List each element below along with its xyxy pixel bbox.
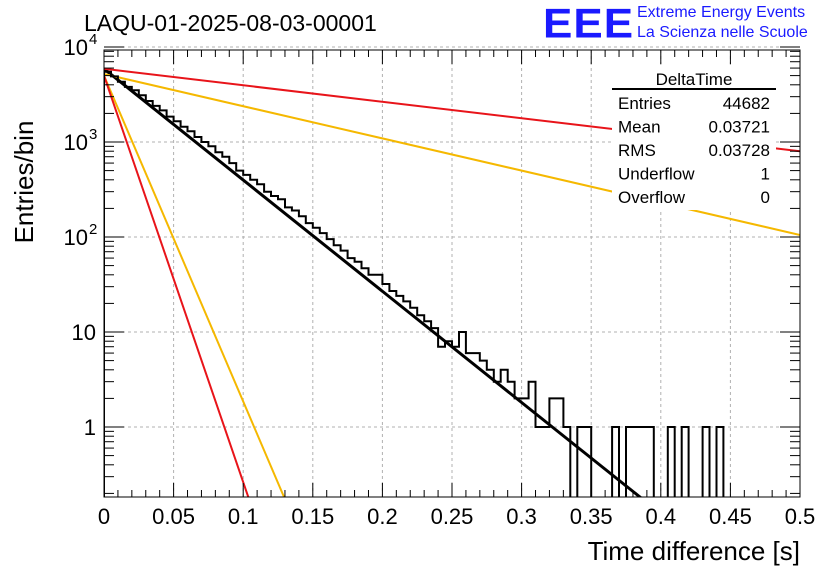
y-axis-label: Entries/bin bbox=[9, 121, 39, 244]
stats-value: 44682 bbox=[723, 94, 770, 113]
y-tick-exponent: 2 bbox=[89, 221, 97, 238]
stats-box-bg bbox=[612, 68, 776, 210]
stats-label: RMS bbox=[618, 141, 656, 160]
stats-value: 1 bbox=[761, 165, 770, 184]
logo-line-1: Extreme Energy Events bbox=[637, 4, 806, 21]
y-tick-label: 1 bbox=[84, 415, 96, 440]
histogram bbox=[104, 70, 725, 497]
red-fit-line bbox=[104, 75, 250, 497]
x-tick-label: 0.35 bbox=[570, 504, 613, 529]
eee-logo: EEE bbox=[543, 0, 635, 47]
x-tick-label: 0.2 bbox=[367, 504, 398, 529]
x-axis-label: Time difference [s] bbox=[588, 536, 800, 566]
x-tick-label: 0.3 bbox=[506, 504, 537, 529]
logo-line-2: La Scienza nelle Scuole bbox=[637, 24, 808, 41]
y-tick-label: 10 bbox=[64, 130, 88, 155]
y-tick-label: 10 bbox=[64, 225, 88, 250]
stats-label: Overflow bbox=[618, 188, 686, 207]
grid bbox=[104, 46, 800, 497]
stats-label: Mean bbox=[618, 118, 661, 137]
y-tick-exponent: 3 bbox=[89, 126, 97, 143]
y-tick-label: 10 bbox=[64, 35, 88, 60]
x-tick-label: 0.45 bbox=[709, 504, 752, 529]
x-tick-label: 0.5 bbox=[785, 504, 816, 529]
stats-label: Entries bbox=[618, 94, 671, 113]
stats-value: 0.03721 bbox=[709, 118, 770, 137]
orange-fit-line bbox=[104, 75, 286, 497]
x-tick-label: 0 bbox=[98, 504, 110, 529]
x-tick-label: 0.15 bbox=[291, 504, 334, 529]
y-tick-label: 10 bbox=[72, 320, 96, 345]
stats-box-title: DeltaTime bbox=[656, 70, 733, 89]
x-tick-label: 0.1 bbox=[228, 504, 259, 529]
black-fit-line bbox=[104, 67, 643, 497]
fit-curves bbox=[104, 67, 800, 497]
histogram-outline bbox=[104, 70, 725, 497]
axis-ticks: 0 0.05 0.1 0.15 0.2 0.25 0.3 0.35 0.4 0.45 0.51101… bbox=[64, 31, 816, 529]
stats-label: Underflow bbox=[618, 165, 695, 184]
x-tick-label: 0.25 bbox=[431, 504, 474, 529]
x-tick-label: 0.05 bbox=[152, 504, 195, 529]
x-tick-label: 0.4 bbox=[646, 504, 677, 529]
y-tick-exponent: 4 bbox=[89, 31, 97, 48]
page-title: LAQU-01-2025-08-03-00001 bbox=[84, 10, 377, 36]
stats-box: DeltaTime Entries 44682 Mean 0.03721 RMS 0.037… bbox=[612, 68, 776, 210]
stats-value: 0 bbox=[761, 188, 770, 207]
stats-value: 0.03728 bbox=[709, 141, 770, 160]
